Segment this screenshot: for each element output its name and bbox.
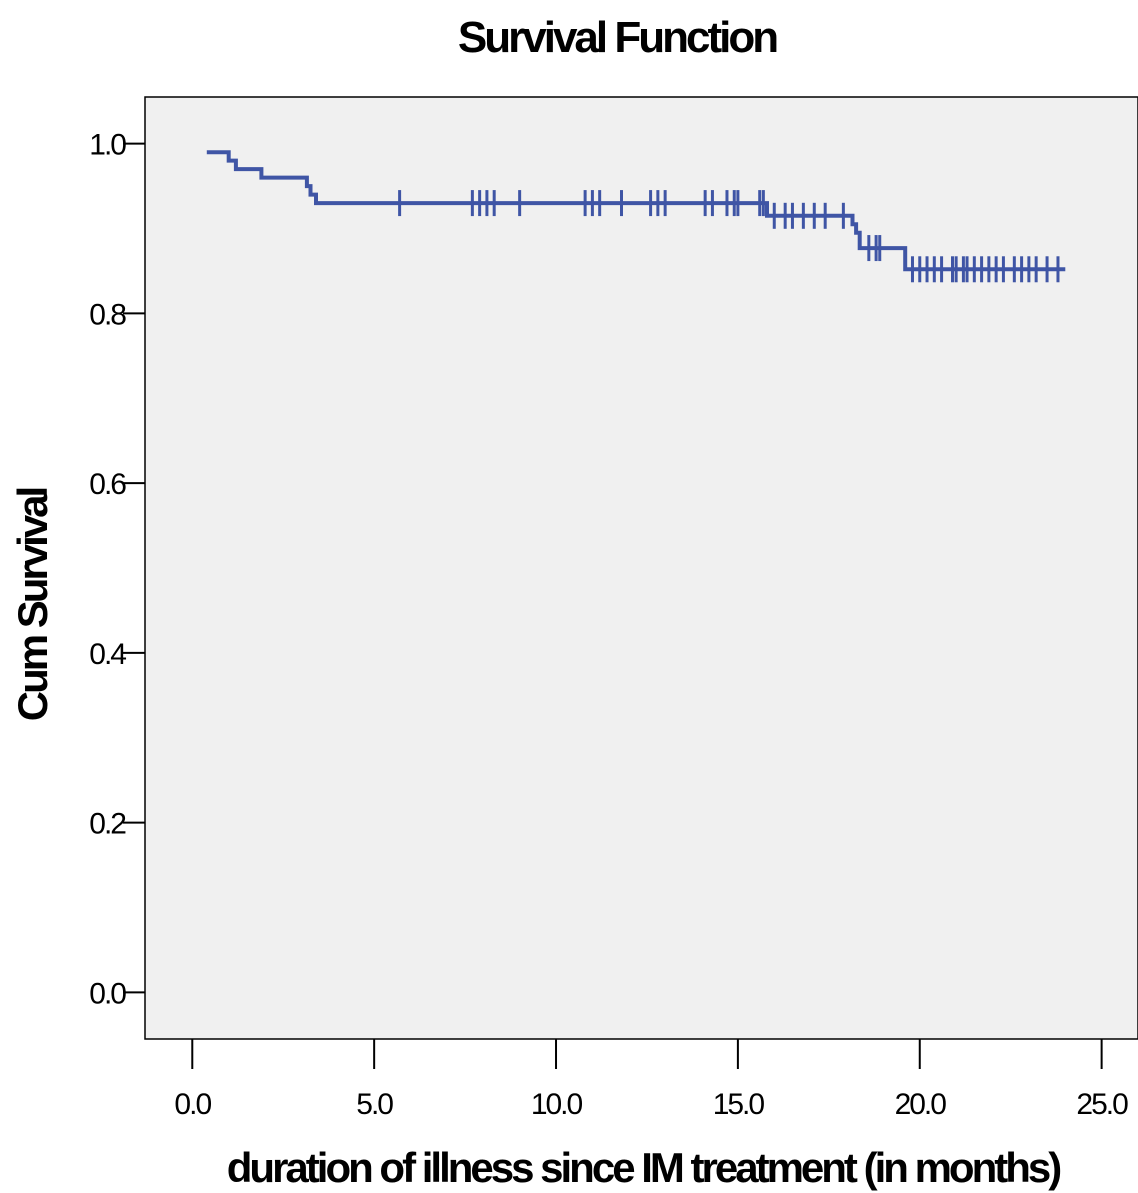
plot-area xyxy=(144,96,1138,1040)
series-layer xyxy=(206,150,1066,283)
x-axis-title: duration of illness since IM treatment (… xyxy=(227,1144,1060,1191)
x-tick-label: 15.0 xyxy=(713,1088,765,1121)
y-axis-title: Cum Survival xyxy=(9,488,56,721)
y-axis: 0.0 0.2 0.4 0.6 0.8 1.0 xyxy=(89,129,145,1010)
y-tick-label: 0.0 xyxy=(89,977,126,1010)
x-tick-label: 25.0 xyxy=(1076,1088,1128,1121)
y-tick-label: 0.4 xyxy=(89,638,126,671)
y-tick-label: 0.2 xyxy=(89,808,126,841)
x-tick-label: 20.0 xyxy=(895,1088,947,1121)
y-tick-label: 0.6 xyxy=(89,468,126,501)
x-tick-label: 5.0 xyxy=(356,1088,393,1121)
x-axis: 0.0 5.0 10.0 15.0 20.0 25.0 xyxy=(174,1039,1130,1121)
y-tick-label: 0.8 xyxy=(89,298,126,331)
chart-title: Survival Function xyxy=(458,13,777,62)
y-tick-label: 1.0 xyxy=(89,129,126,162)
x-tick-label: 10.0 xyxy=(531,1088,583,1121)
x-tick-label: 0.0 xyxy=(174,1088,211,1121)
survival-step-line xyxy=(206,150,1066,272)
